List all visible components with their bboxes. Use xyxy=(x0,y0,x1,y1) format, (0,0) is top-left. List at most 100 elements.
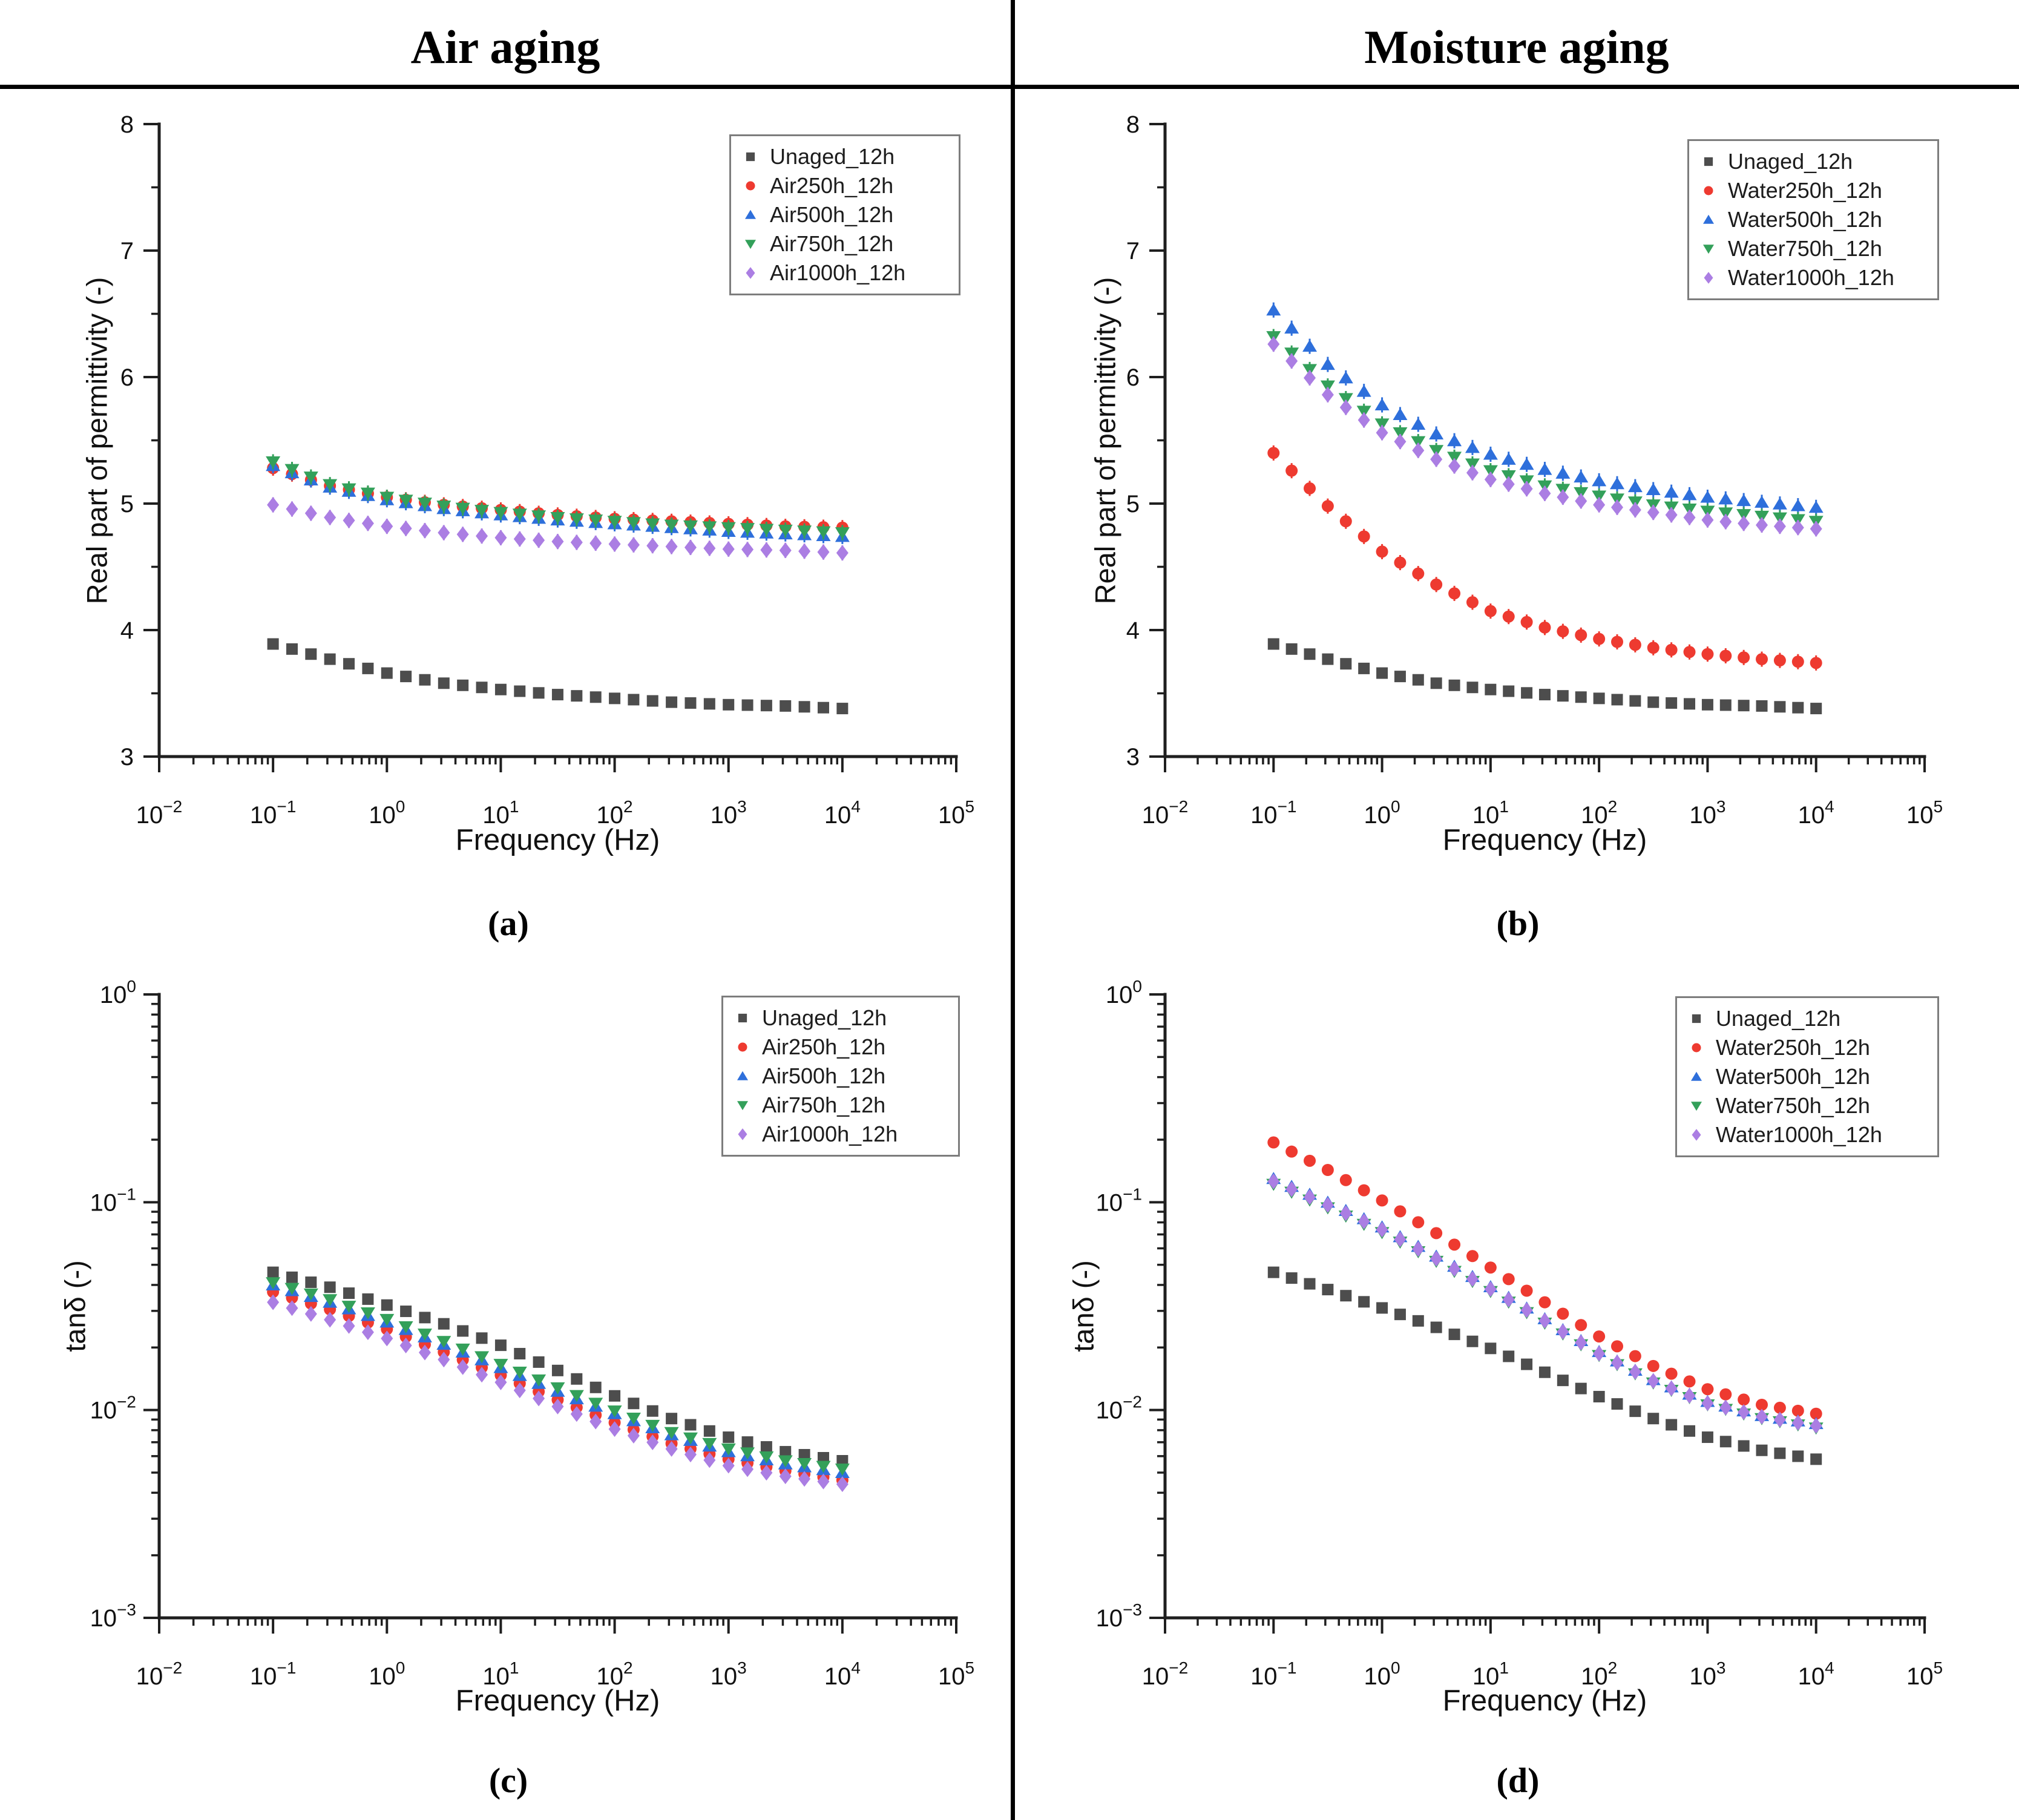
circle-marker xyxy=(741,518,754,531)
circle-marker xyxy=(1810,1407,1822,1420)
triangle-up-marker xyxy=(702,1439,717,1452)
diamond-marker xyxy=(760,1465,773,1481)
square-marker xyxy=(741,699,753,711)
triangle-down-marker xyxy=(607,1405,622,1418)
square-icon xyxy=(746,152,755,162)
triangle-up-marker xyxy=(740,525,755,538)
square-marker xyxy=(817,1452,829,1464)
y-tick-label: 100 xyxy=(1106,977,1142,1008)
triangle-down-marker xyxy=(645,1419,660,1432)
circle-marker xyxy=(1719,649,1732,662)
triangle-up-marker xyxy=(816,528,831,541)
y-tick-label: 5 xyxy=(120,491,134,517)
triangle-up-marker xyxy=(1284,1180,1299,1192)
triangle-up-marker xyxy=(1772,497,1787,510)
circle-marker xyxy=(361,487,374,500)
diamond-marker xyxy=(456,1359,469,1375)
circle-marker xyxy=(1376,545,1388,558)
circle-marker xyxy=(476,502,488,514)
legend-item: Water1000h_12h xyxy=(1682,1120,1932,1149)
triangle-down-marker xyxy=(436,501,451,513)
diamond-marker xyxy=(1719,1399,1732,1416)
triangle-down-marker xyxy=(303,1288,318,1301)
triangle-down-marker xyxy=(1266,331,1281,344)
triangle-down-marker xyxy=(1338,393,1353,406)
triangle-down-marker xyxy=(284,464,300,476)
diamond-marker xyxy=(1575,1335,1587,1351)
diamond-marker xyxy=(1665,507,1678,523)
square-marker xyxy=(571,690,583,702)
legend-label: Water1000h_12h xyxy=(1716,1122,1882,1147)
circle-marker xyxy=(570,510,583,522)
triangle-down-marker xyxy=(512,1367,527,1379)
triangle-down-marker xyxy=(740,523,755,536)
square-marker xyxy=(438,1318,450,1330)
diamond-marker xyxy=(494,530,507,546)
diamond-marker xyxy=(476,1367,488,1383)
chart-c-x-axis-title: Frequency (Hz) xyxy=(455,1684,660,1717)
diamond-marker xyxy=(738,1128,747,1140)
chart-a-x-axis-title: Frequency (Hz) xyxy=(455,824,660,856)
square-marker xyxy=(1684,698,1696,710)
legend-item: Air1000h_12h xyxy=(728,1120,953,1149)
triangle-down-marker xyxy=(626,1413,641,1425)
x-axis-ticks: 10−2 10−1 100 101 102 103 104 105 xyxy=(1142,1618,1943,1690)
diamond-marker xyxy=(1629,1364,1641,1380)
circle-marker xyxy=(798,1468,811,1480)
square-marker xyxy=(1575,1382,1587,1395)
triangle-up-marker xyxy=(835,530,850,542)
triangle-up-marker xyxy=(1808,501,1824,513)
triangle-up-marker xyxy=(1483,1280,1498,1292)
square-marker xyxy=(1738,1440,1750,1452)
square-marker xyxy=(1394,1309,1406,1321)
legend-item: Air250h_12h xyxy=(728,1033,953,1062)
diamond-marker xyxy=(399,521,412,537)
triangle-up-marker xyxy=(455,1345,470,1358)
x-axis-ticks: 10−2 10−1 100 101 102 103 104 105 xyxy=(136,757,974,829)
triangle-down-marker xyxy=(835,527,850,540)
diamond-marker xyxy=(1376,424,1388,441)
square-marker xyxy=(1267,638,1279,650)
circle-marker xyxy=(1466,596,1479,609)
square-marker xyxy=(1575,691,1587,703)
series-Air250h_12h xyxy=(267,1286,849,1487)
square-marker xyxy=(1430,1321,1442,1333)
diamond-marker xyxy=(1791,519,1804,536)
diamond-marker xyxy=(1738,515,1750,531)
square-marker xyxy=(1647,1413,1660,1425)
diamond-marker xyxy=(304,1306,317,1322)
triangle-down-marker xyxy=(759,1451,774,1464)
triangle-up-marker xyxy=(531,1376,547,1389)
diamond-marker xyxy=(286,1300,298,1316)
triangle-down-marker xyxy=(379,1313,395,1326)
circle-marker xyxy=(343,484,355,496)
square-icon xyxy=(1692,1014,1701,1023)
triangle-up-marker xyxy=(1411,1240,1426,1252)
triangle-down-marker xyxy=(360,487,375,500)
square-marker xyxy=(514,685,526,697)
chart-c-y-axis-title: tanδ (-) xyxy=(59,1260,91,1352)
triangle-up-marker xyxy=(341,484,356,497)
triangle-up-marker xyxy=(398,496,413,508)
triangle-up-marker xyxy=(1703,214,1714,224)
circle-marker xyxy=(1593,632,1606,645)
triangle-up-marker xyxy=(1447,434,1462,447)
triangle-down-marker xyxy=(1284,1186,1299,1199)
diamond-marker xyxy=(1773,1411,1786,1428)
diamond-marker xyxy=(399,1338,412,1354)
diamond-marker xyxy=(343,512,355,528)
triangle-down-marker xyxy=(569,1390,584,1402)
circle-marker xyxy=(1683,1375,1696,1388)
triangle-up-marker xyxy=(455,504,470,516)
square-marker xyxy=(798,701,810,713)
diamond-marker xyxy=(665,1441,678,1457)
diamond-marker xyxy=(361,515,374,531)
square-marker xyxy=(1756,700,1768,712)
series-Water500h_12h xyxy=(1266,302,1824,515)
circle-marker xyxy=(1267,1136,1280,1149)
triangle-up-marker xyxy=(1338,371,1353,384)
chart-a-legend: Unaged_12h Air250h_12h Air500h_12h Air750h_… xyxy=(729,134,960,295)
diamond-marker xyxy=(741,541,754,557)
circle-marker xyxy=(722,517,735,530)
diamond-marker xyxy=(438,525,450,541)
